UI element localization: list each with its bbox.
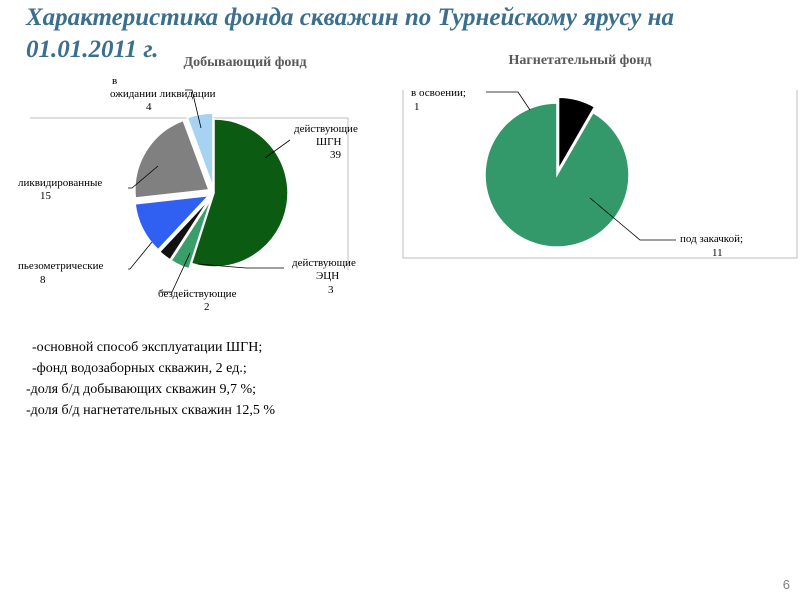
slice-label-piezo-name: пьезометрические: [18, 260, 103, 272]
leader-line-shgn: [264, 139, 291, 159]
slice-label-awaiting-value: 4: [146, 101, 152, 113]
slice-label-piezo: пьезометрические 8: [18, 260, 103, 286]
leader-line-awaiting: [185, 89, 202, 129]
injection-chart-frame: [402, 90, 798, 259]
slice-label-injection-value: 11: [712, 247, 723, 259]
note-item: -фонд водозаборных скважин, 2 ед.;: [32, 361, 247, 376]
note-item: -доля б/д добывающих скважин 9,7 %;: [26, 382, 257, 397]
note-item: -основной способ эксплуатации ШГН;: [32, 340, 263, 355]
page-number: 6: [782, 577, 790, 592]
production-pie-leaders: [128, 89, 291, 293]
slice-label-shgn: действующие ШГН 39: [294, 123, 358, 161]
leader-line-ecn: [197, 263, 284, 269]
production-pie: [134, 112, 289, 270]
slice-label-shgn-value: 39: [330, 149, 342, 161]
slice-label-liquidated-name: ликвидированные: [18, 177, 102, 189]
slice-label-idle-name: бездействующие: [158, 288, 237, 300]
slice-label-development: в освоении; 1: [411, 87, 466, 113]
slice-label-piezo-value: 8: [40, 274, 46, 286]
production-slice-3: [134, 194, 211, 251]
slice-label-shgn-name: действующие ШГН: [294, 123, 358, 148]
note-item: -доля б/д нагнетательных скважин 12,5 %: [26, 403, 276, 418]
production-chart-frame: [30, 117, 349, 270]
leader-line-liquidated: [128, 165, 159, 189]
notes-list: -основной способ эксплуатации ШГН; -фонд…: [26, 337, 275, 421]
slice-label-liquidated-value: 15: [40, 190, 52, 202]
injection-slice-1: [484, 102, 630, 248]
slice-label-injection-name: под закачкой;: [680, 233, 743, 245]
slice-label-ecn-value: 3: [328, 284, 334, 296]
injection-pie: [484, 96, 630, 248]
slice-label-awaiting: в ожидании ликвидации 4: [110, 75, 216, 113]
slice-label-injection: под закачкой; 11: [680, 233, 743, 259]
production-slice-4: [134, 119, 210, 199]
page-title: Характеристика фонда скважин по Турнейск…: [26, 4, 675, 63]
slice-label-development-value: 1: [414, 101, 420, 113]
injection-slice-0: [557, 96, 596, 173]
production-slice-5: [186, 112, 214, 188]
production-chart-title: Добывающий фонд: [183, 55, 306, 70]
slice-label-liquidated: ликвидированные 15: [18, 177, 102, 202]
injection-chart-title: Нагнетательный фонд: [509, 53, 652, 68]
injection-pie-leaders: [486, 91, 676, 241]
leader-line-piezo: [128, 241, 153, 270]
leader-line-development: [486, 91, 531, 111]
production-slice-2: [158, 197, 211, 261]
production-slice-1: [170, 198, 213, 270]
slice-label-awaiting-name: в ожидании ликвидации: [110, 75, 216, 100]
slice-label-idle-value: 2: [204, 301, 210, 313]
leader-line-idle: [160, 252, 191, 293]
leader-line-injection: [589, 197, 676, 241]
slice-label-ecn-name: действующие ЭЦН: [292, 257, 356, 282]
slice-label-ecn: действующие ЭЦН 3: [292, 257, 356, 296]
slice-label-development-name: в освоении;: [411, 87, 466, 99]
slice-label-idle: бездействующие 2: [158, 288, 237, 313]
